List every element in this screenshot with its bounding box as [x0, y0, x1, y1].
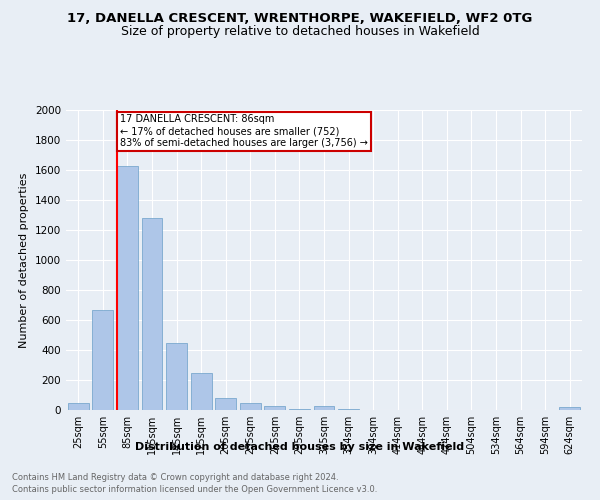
Bar [240, 403, 261, 410]
Text: Contains HM Land Registry data © Crown copyright and database right 2024.: Contains HM Land Registry data © Crown c… [12, 472, 338, 482]
Bar [338, 409, 359, 410]
Text: Size of property relative to detached houses in Wakefield: Size of property relative to detached ho… [121, 25, 479, 38]
Bar [92, 310, 113, 410]
Y-axis label: Number of detached properties: Number of detached properties [19, 172, 29, 348]
Text: 17, DANELLA CRESCENT, WRENTHORPE, WAKEFIELD, WF2 0TG: 17, DANELLA CRESCENT, WRENTHORPE, WAKEFI… [67, 12, 533, 26]
Bar [314, 406, 334, 410]
Bar [117, 166, 138, 410]
Bar [142, 218, 163, 410]
Bar [166, 342, 187, 410]
Text: Distribution of detached houses by size in Wakefield: Distribution of detached houses by size … [136, 442, 464, 452]
Bar [68, 402, 89, 410]
Text: 17 DANELLA CRESCENT: 86sqm
← 17% of detached houses are smaller (752)
83% of sem: 17 DANELLA CRESCENT: 86sqm ← 17% of deta… [120, 114, 368, 148]
Bar [191, 372, 212, 410]
Text: Contains public sector information licensed under the Open Government Licence v3: Contains public sector information licen… [12, 485, 377, 494]
Bar [559, 407, 580, 410]
Bar [289, 408, 310, 410]
Bar [265, 406, 286, 410]
Bar [215, 398, 236, 410]
